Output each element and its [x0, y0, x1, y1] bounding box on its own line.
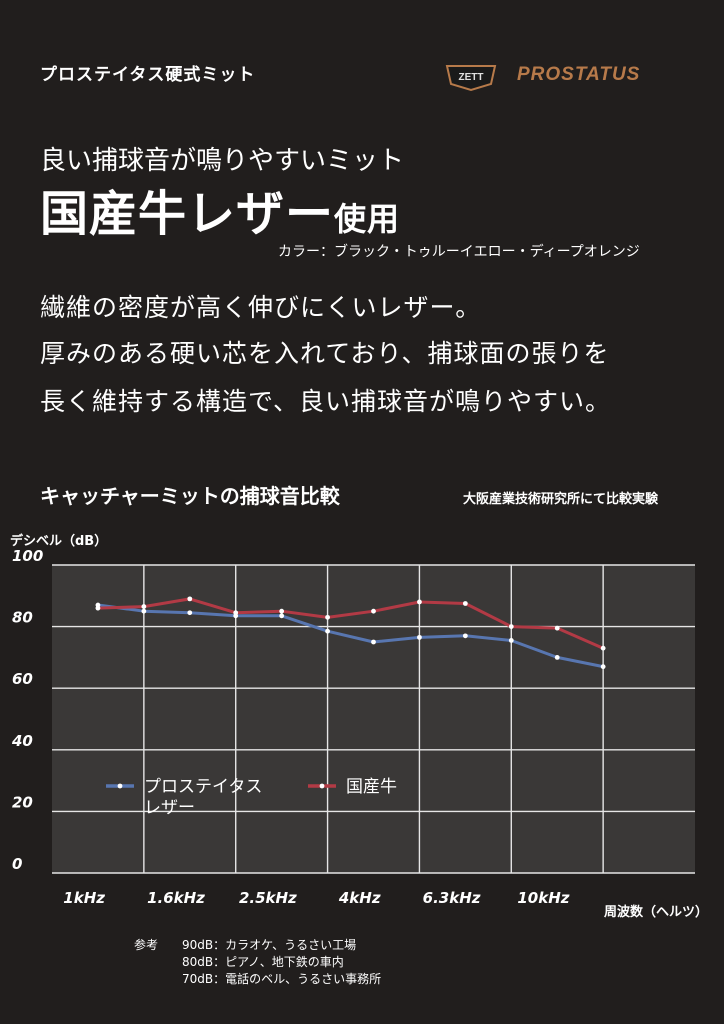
data-point: [417, 599, 422, 605]
data-point: [508, 638, 514, 643]
zett-logo-text: ZETT: [459, 72, 484, 83]
plot-area: [52, 565, 695, 873]
data-point: [95, 605, 101, 611]
zett-logo-icon: ZETT: [445, 65, 497, 92]
x-tick-label: 1.6kHz: [147, 889, 205, 907]
description-line-1: 繊維の密度が高く伸びにくいレザー。: [40, 293, 482, 322]
x-tick-label: 10kHz: [517, 889, 569, 907]
product-line-title: プロステイタス硬式ミット: [40, 65, 256, 85]
y-tick-label: 0: [12, 855, 22, 873]
y-tick-label: 40: [11, 732, 33, 750]
y-tick-label: 100: [12, 547, 43, 565]
series-line-1: [97, 597, 604, 650]
reference-line-3: 70dB：電話のベル、うるさい事務所: [182, 972, 382, 986]
data-point: [371, 608, 376, 614]
reference-label: 参考: [134, 938, 159, 952]
x-tick-label: 4kHz: [338, 889, 381, 907]
data-point: [554, 625, 560, 631]
legend-label: 国産牛: [346, 777, 397, 797]
headline-main-text: 国産牛レザー: [40, 186, 335, 242]
brand-name: PROSTATUS: [517, 64, 641, 85]
data-point: [554, 655, 560, 660]
reference-line-1: 90dB：カラオケ、うるさい工場: [182, 938, 357, 952]
data-point: [279, 608, 285, 614]
sound-comparison-chart: デシベル（dB） 0 20 40 60 80 100 1kHz 1.6kHz 2.5kHz 4k…: [10, 533, 708, 920]
data-point: [187, 596, 193, 602]
data-point: [600, 645, 606, 651]
legend-label: プロステイタス: [144, 777, 262, 797]
data-point: [187, 610, 193, 616]
y-tick-label: 60: [12, 670, 33, 688]
legend-marker: [319, 783, 325, 789]
headline-main: 国産牛レザー使用: [40, 174, 400, 244]
x-axis-label: 周波数（ヘルツ）: [604, 904, 708, 920]
data-point: [462, 633, 468, 639]
headline-main-suffix: 使用: [334, 200, 401, 238]
description-line-3: 長く維持する構造で、良い捕球音が鳴りやすい。: [40, 387, 612, 416]
color-options: カラー：ブラック・トゥルーイエロー・ディープオレンジ: [278, 244, 640, 260]
data-point: [141, 608, 147, 614]
series-lines: [95, 596, 606, 670]
y-tick-label: 20: [12, 793, 33, 811]
data-point: [371, 639, 376, 645]
x-tick-label: 1kHz: [63, 889, 105, 907]
headline-sub: 良い捕球音が鳴りやすいミット: [40, 146, 405, 176]
data-point: [279, 613, 285, 619]
data-point: [325, 614, 330, 620]
data-point: [508, 624, 514, 629]
data-point: [600, 664, 606, 670]
series-line-0: [97, 603, 604, 669]
description-line-2: 厚みのある硬い芯を入れており、捕球面の張りを: [40, 339, 610, 368]
reference-line-2: 80dB：ピアノ、地下鉄の車内: [182, 955, 344, 969]
chart-note: 大阪産業技術研究所にて比較実験: [463, 492, 659, 507]
data-point: [141, 604, 147, 609]
x-tick-labels: 1kHz 1.6kHz 2.5kHz 4kHz 6.3kHz 10kHz: [63, 889, 569, 907]
data-point: [233, 610, 239, 616]
legend-marker: [117, 783, 123, 789]
y-tick-label: 80: [12, 609, 33, 627]
data-point: [417, 634, 422, 640]
y-tick-labels: 0 20 40 60 80 100: [11, 547, 43, 873]
x-tick-label: 6.3kHz: [423, 889, 481, 907]
data-point: [325, 628, 330, 634]
legend-label: レザー: [144, 798, 195, 818]
data-point: [462, 601, 468, 606]
chart-title: キャッチャーミットの捕球音比較: [40, 484, 340, 508]
y-axis-label: デシベル（dB）: [10, 533, 107, 549]
x-tick-label: 2.5kHz: [239, 889, 297, 907]
